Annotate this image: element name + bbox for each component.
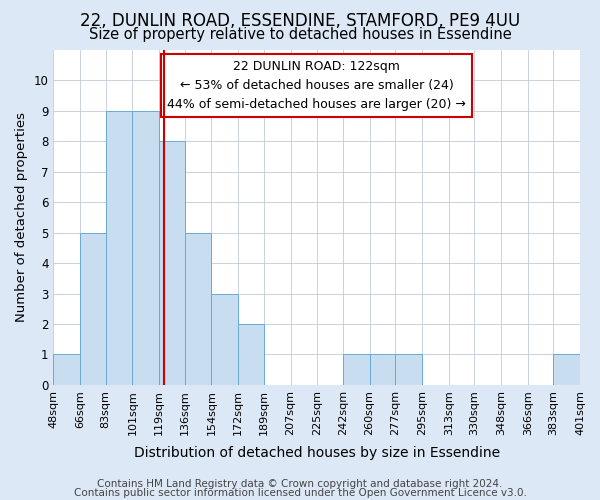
Text: Contains public sector information licensed under the Open Government Licence v3: Contains public sector information licen… [74, 488, 526, 498]
Bar [370, 354, 395, 385]
Bar [238, 324, 263, 385]
Y-axis label: Number of detached properties: Number of detached properties [15, 112, 28, 322]
Bar [343, 354, 370, 385]
Bar [106, 111, 133, 385]
Bar [80, 232, 106, 385]
Text: Size of property relative to detached houses in Essendine: Size of property relative to detached ho… [89, 28, 511, 42]
Bar [185, 232, 211, 385]
Bar [159, 142, 185, 385]
Bar [395, 354, 422, 385]
Bar [553, 354, 580, 385]
Text: Contains HM Land Registry data © Crown copyright and database right 2024.: Contains HM Land Registry data © Crown c… [97, 479, 503, 489]
Bar [53, 354, 80, 385]
Bar [133, 111, 159, 385]
Text: 22 DUNLIN ROAD: 122sqm
← 53% of detached houses are smaller (24)
44% of semi-det: 22 DUNLIN ROAD: 122sqm ← 53% of detached… [167, 60, 466, 111]
Bar [211, 294, 238, 385]
Text: 22, DUNLIN ROAD, ESSENDINE, STAMFORD, PE9 4UU: 22, DUNLIN ROAD, ESSENDINE, STAMFORD, PE… [80, 12, 520, 30]
X-axis label: Distribution of detached houses by size in Essendine: Distribution of detached houses by size … [134, 446, 500, 460]
